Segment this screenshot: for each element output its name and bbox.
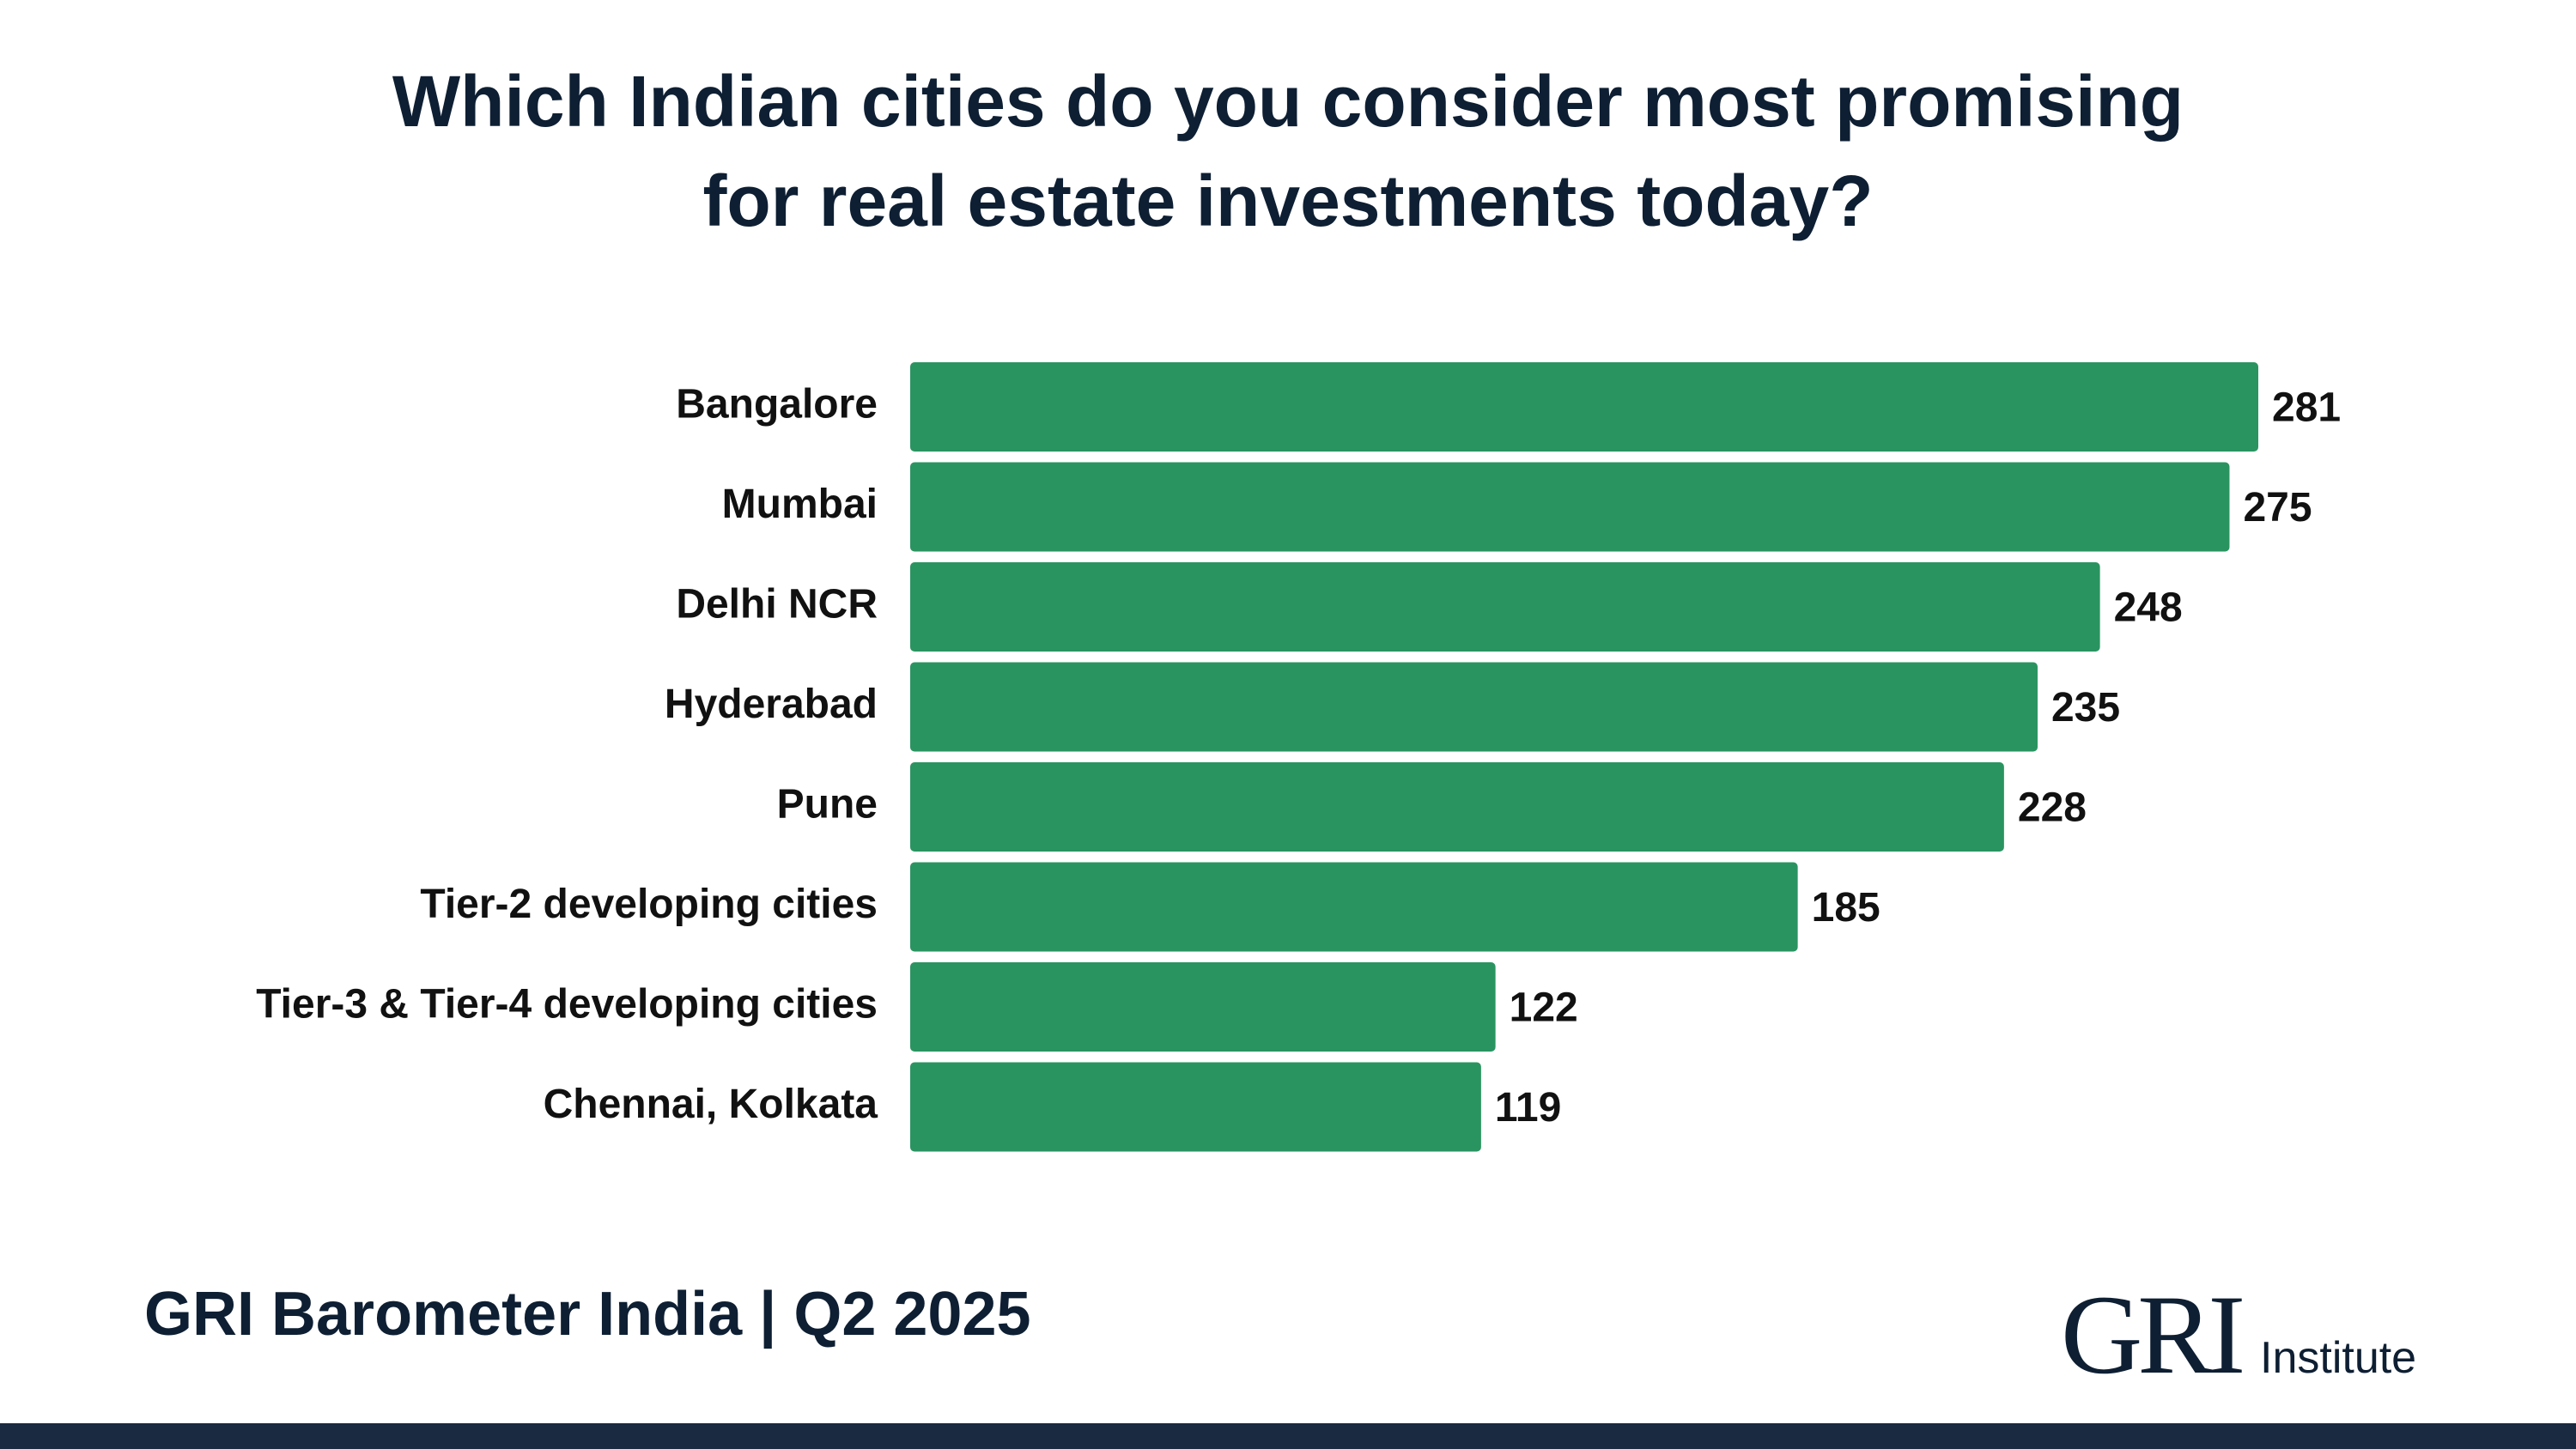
value-label-0: 281	[2272, 385, 2341, 431]
bar-6	[910, 962, 1496, 1052]
chart-title: Which Indian cities do you consider most…	[0, 52, 2576, 251]
bar-7	[910, 1062, 1481, 1152]
gri-logo-mark: GRI	[2061, 1271, 2245, 1397]
value-label-7: 119	[1495, 1085, 1561, 1131]
category-label-6: Tier-3 & Tier-4 developing cities	[256, 982, 878, 1028]
bar-chart: Bangalore 281 Mumbai 275 Delhi NCR 248 Hyderab…	[256, 362, 2341, 1152]
category-label-7: Chennai, Kolkata	[544, 1082, 878, 1127]
value-label-6: 122	[1510, 985, 1578, 1031]
bottom-bar	[0, 1423, 2576, 1449]
footer-source: GRI Barometer India | Q2 2025	[144, 1280, 1031, 1349]
category-label-2: Delhi NCR	[676, 582, 878, 627]
gri-logo-sub: Institute	[2260, 1333, 2417, 1383]
gri-institute-logo: GRI Institute	[2061, 1271, 2456, 1397]
value-label-2: 248	[2114, 585, 2183, 631]
category-label-3: Hyderabad	[665, 682, 878, 727]
bar-3	[910, 662, 2038, 752]
value-label-4: 228	[2018, 785, 2087, 831]
bar-5	[910, 862, 1798, 952]
value-label-1: 275	[2243, 485, 2312, 530]
chart-title-line-1: Which Indian cities do you consider most…	[392, 61, 2184, 142]
bar-4	[910, 762, 2004, 852]
category-label-1: Mumbai	[722, 482, 878, 527]
chart-title-line-2: for real estate investments today?	[702, 161, 1874, 241]
bar-0	[910, 362, 2258, 452]
category-label-5: Tier-2 developing cities	[420, 882, 878, 927]
category-label-0: Bangalore	[676, 382, 878, 427]
bar-2	[910, 562, 2100, 652]
category-label-4: Pune	[777, 782, 878, 828]
value-label-5: 185	[1812, 885, 1880, 931]
bar-1	[910, 462, 2230, 552]
value-label-3: 235	[2051, 685, 2120, 731]
